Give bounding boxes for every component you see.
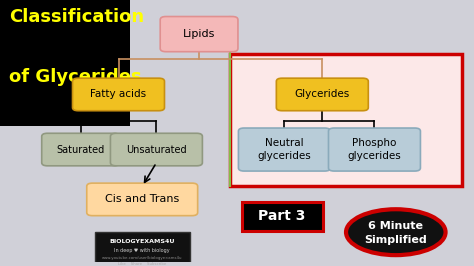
- Text: BIOLOGYEXAMS4U: BIOLOGYEXAMS4U: [109, 239, 175, 244]
- Text: Lipids: Lipids: [183, 29, 215, 39]
- Text: 6 Minute: 6 Minute: [368, 221, 423, 231]
- FancyBboxPatch shape: [328, 128, 420, 171]
- FancyBboxPatch shape: [160, 16, 238, 52]
- Text: Cis and Trans: Cis and Trans: [105, 194, 179, 204]
- Text: Part 3: Part 3: [258, 209, 306, 223]
- Ellipse shape: [346, 209, 446, 255]
- Text: www.youtube.com/user/biologye×ams4u: www.youtube.com/user/biologye×ams4u: [102, 256, 182, 260]
- Text: Like    Share    Subscribe: Like Share Subscribe: [118, 263, 166, 266]
- Text: Simplified: Simplified: [365, 235, 427, 245]
- FancyBboxPatch shape: [110, 133, 202, 166]
- Text: Fatty acids: Fatty acids: [91, 89, 146, 99]
- Text: Classification: Classification: [9, 8, 145, 26]
- FancyBboxPatch shape: [241, 202, 322, 231]
- FancyBboxPatch shape: [87, 183, 198, 216]
- Text: Phospho
glycerides: Phospho glycerides: [347, 138, 401, 161]
- FancyBboxPatch shape: [0, 0, 130, 126]
- Text: In deep ♥ with biology: In deep ♥ with biology: [114, 248, 170, 253]
- Text: Saturated: Saturated: [56, 144, 105, 155]
- FancyBboxPatch shape: [42, 133, 119, 166]
- FancyBboxPatch shape: [276, 78, 368, 111]
- Text: Neutral
glycerides: Neutral glycerides: [257, 138, 311, 161]
- FancyBboxPatch shape: [230, 54, 462, 186]
- FancyBboxPatch shape: [73, 78, 164, 111]
- Text: of Glycerides: of Glycerides: [9, 68, 142, 86]
- Text: Glycerides: Glycerides: [295, 89, 350, 99]
- Text: Unsaturated: Unsaturated: [126, 144, 187, 155]
- FancyBboxPatch shape: [95, 231, 190, 266]
- FancyBboxPatch shape: [238, 128, 330, 171]
